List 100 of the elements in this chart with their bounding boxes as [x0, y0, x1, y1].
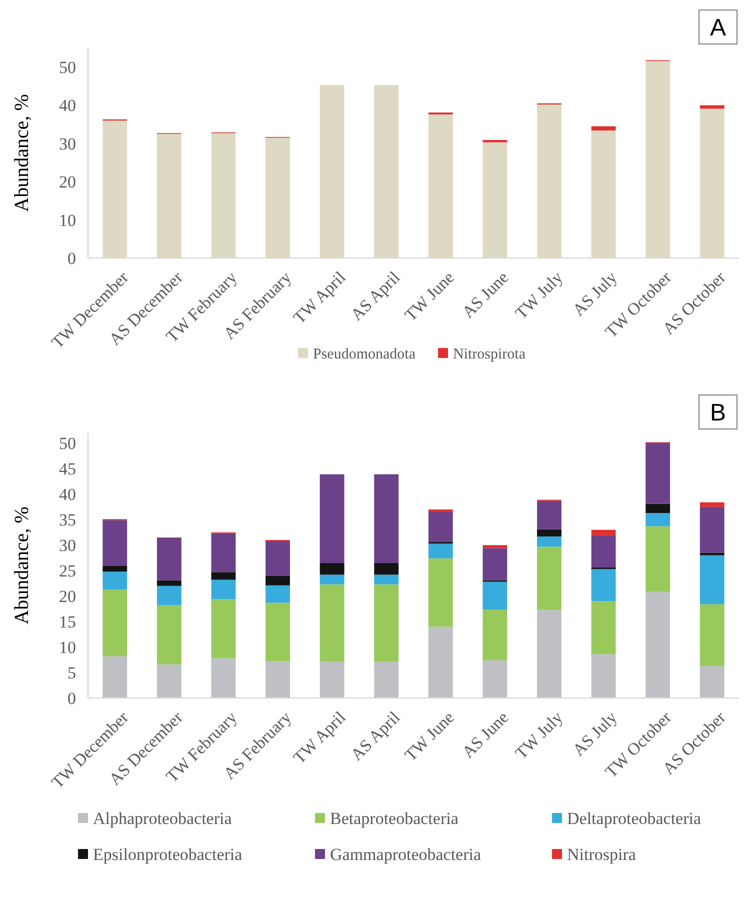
- bar: [156, 586, 182, 606]
- bar: [374, 85, 399, 258]
- y-tick-label: 20: [59, 587, 76, 606]
- bar: [211, 572, 236, 580]
- y-tick-label: 0: [68, 688, 76, 708]
- y-tick-label: 5: [68, 663, 76, 682]
- bar: [537, 500, 562, 530]
- text: A: [710, 14, 726, 42]
- x-tick-label: TW July: [512, 707, 567, 763]
- bar: [156, 134, 182, 258]
- y-axis-title: Abundance, %: [11, 94, 33, 212]
- x-tick-label: AS June: [458, 268, 512, 322]
- bar: [646, 526, 670, 592]
- bar: [700, 552, 724, 556]
- bar: [537, 546, 562, 610]
- bar: [428, 512, 453, 542]
- bar: [537, 610, 562, 698]
- bar: [591, 530, 616, 536]
- bar: [646, 591, 670, 698]
- bar: [374, 584, 399, 662]
- legend-label: Deltaproteobacteria: [567, 808, 702, 828]
- bar: [320, 662, 344, 698]
- bar: [428, 626, 453, 698]
- y-tick-label: 35: [59, 510, 76, 530]
- y-tick-label: 50: [59, 58, 76, 78]
- bar: [482, 142, 508, 258]
- y-tick-label: 15: [59, 612, 76, 632]
- bar: [374, 474, 399, 563]
- bar: [537, 529, 562, 536]
- bar: [591, 569, 616, 602]
- bar: [482, 582, 508, 610]
- bar: [700, 555, 724, 604]
- legend-label: Pseudomonadota: [313, 346, 416, 362]
- bar: [211, 533, 236, 572]
- x-tick-label: TW June: [400, 708, 458, 765]
- bar: [482, 660, 508, 698]
- bar: [320, 562, 344, 575]
- x-tick-label: TW July: [512, 267, 567, 323]
- bar: [266, 661, 290, 698]
- y-tick-label: 0: [68, 248, 76, 268]
- bar: [211, 580, 236, 600]
- y-tick-label: 50: [59, 434, 76, 454]
- bar: [102, 589, 128, 656]
- bar: [320, 584, 344, 662]
- text: B: [710, 399, 726, 426]
- y-tick-label: 25: [59, 562, 76, 581]
- bar: [102, 566, 128, 572]
- y-axis-title: Abundance, %: [11, 506, 33, 624]
- bar: [102, 656, 128, 698]
- bar: [646, 442, 670, 504]
- bar: [428, 509, 453, 512]
- bar: [320, 574, 344, 584]
- bar: [266, 138, 290, 258]
- y-tick-label: 20: [59, 172, 76, 192]
- bar: [266, 576, 290, 586]
- bar: [700, 604, 724, 666]
- bar: [591, 535, 616, 568]
- bar: [646, 504, 670, 514]
- bar: [320, 85, 344, 258]
- bar: [700, 666, 724, 698]
- bar: [211, 658, 236, 698]
- bar: [374, 574, 399, 584]
- bar: [428, 558, 453, 627]
- bar: [700, 506, 724, 553]
- bar: [537, 536, 562, 547]
- y-tick-label: 30: [59, 134, 76, 154]
- legend-label: Betaproteobacteria: [330, 808, 459, 828]
- bar: [156, 580, 182, 586]
- bar: [591, 601, 616, 654]
- legend-label: Gammaproteobacteria: [330, 844, 482, 864]
- y-tick-label: 45: [59, 460, 76, 479]
- x-tick-label: TW June: [400, 268, 458, 325]
- bar: [591, 126, 616, 130]
- bar: [646, 60, 670, 258]
- bar: [482, 610, 508, 660]
- bar: [428, 544, 453, 558]
- bar: [102, 572, 128, 590]
- y-tick-label: 40: [59, 96, 76, 116]
- y-tick-label: 10: [59, 210, 76, 230]
- bar: [537, 104, 562, 258]
- bar: [211, 599, 236, 658]
- bar: [591, 130, 616, 258]
- bar: [156, 538, 182, 580]
- bar: [374, 562, 399, 575]
- bar: [266, 541, 290, 576]
- bar: [482, 548, 508, 580]
- legend-label: Nitrospira: [567, 844, 636, 864]
- bar: [591, 654, 616, 698]
- bar: [320, 474, 344, 563]
- bar: [700, 108, 724, 258]
- y-tick-label: 40: [59, 485, 76, 504]
- bar: [156, 664, 182, 698]
- y-tick-label: 10: [59, 638, 76, 657]
- x-tick-label: AS June: [458, 708, 512, 762]
- bar: [700, 502, 724, 507]
- bar: [646, 513, 670, 526]
- legend-label: Nitrospirota: [453, 346, 526, 362]
- bar: [428, 114, 453, 258]
- bar: [211, 133, 236, 258]
- y-tick-label: 30: [59, 536, 76, 556]
